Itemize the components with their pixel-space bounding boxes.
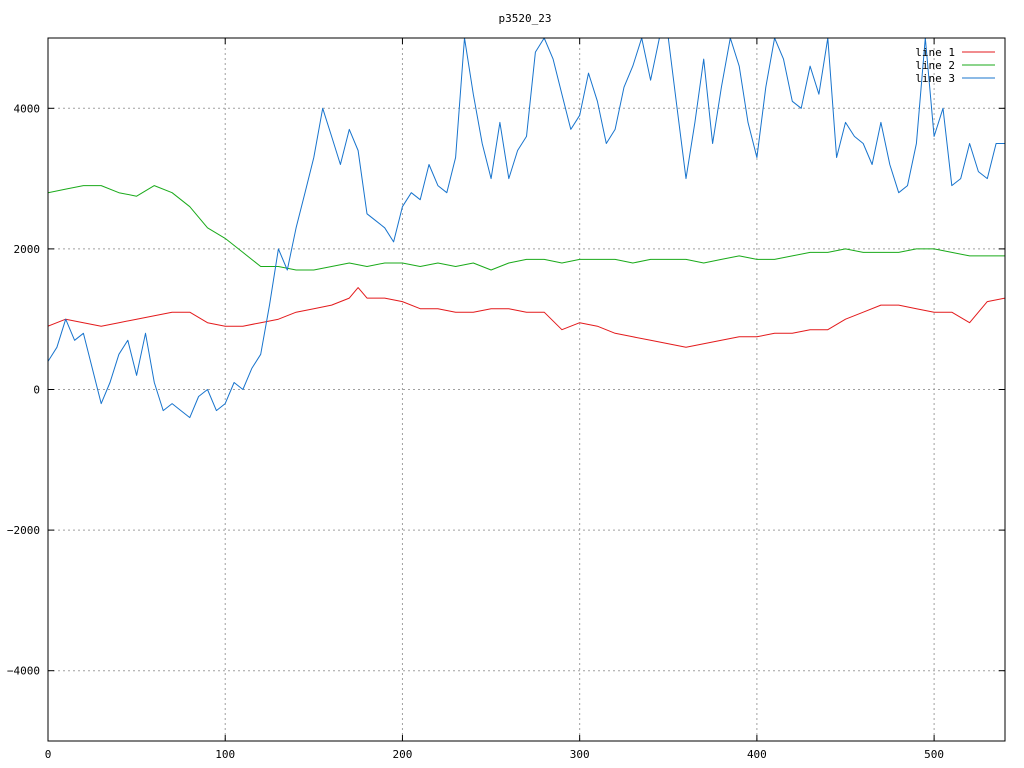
legend-label: line 2 — [915, 59, 955, 72]
x-tick-label: 100 — [215, 748, 235, 761]
plot-frame — [47, 37, 1006, 742]
chart-title: p3520_23 — [499, 12, 552, 25]
series-line-1 — [48, 287, 1005, 348]
plot-series — [48, 38, 1005, 419]
legend-label: line 1 — [915, 46, 955, 59]
series-line-2 — [48, 185, 1005, 271]
y-tick-label: 4000 — [14, 102, 41, 115]
axes: 0 100 200 300 400 500 −4000 −2000 0 2000 4000 — [7, 38, 1005, 761]
y-tick-label: 0 — [33, 384, 40, 397]
x-tick-label: 400 — [747, 748, 767, 761]
legend-label: line 3 — [915, 72, 955, 85]
x-tick-label: 200 — [393, 748, 413, 761]
y-tick-label: −2000 — [7, 524, 40, 537]
y-tick-label: −4000 — [7, 665, 40, 678]
x-tick-label: 500 — [924, 748, 944, 761]
x-tick-label: 0 — [45, 748, 52, 761]
x-tick-label: 300 — [570, 748, 590, 761]
y-tick-label: 2000 — [14, 243, 41, 256]
grid — [47, 38, 1005, 741]
series-line-3 — [48, 38, 1005, 419]
